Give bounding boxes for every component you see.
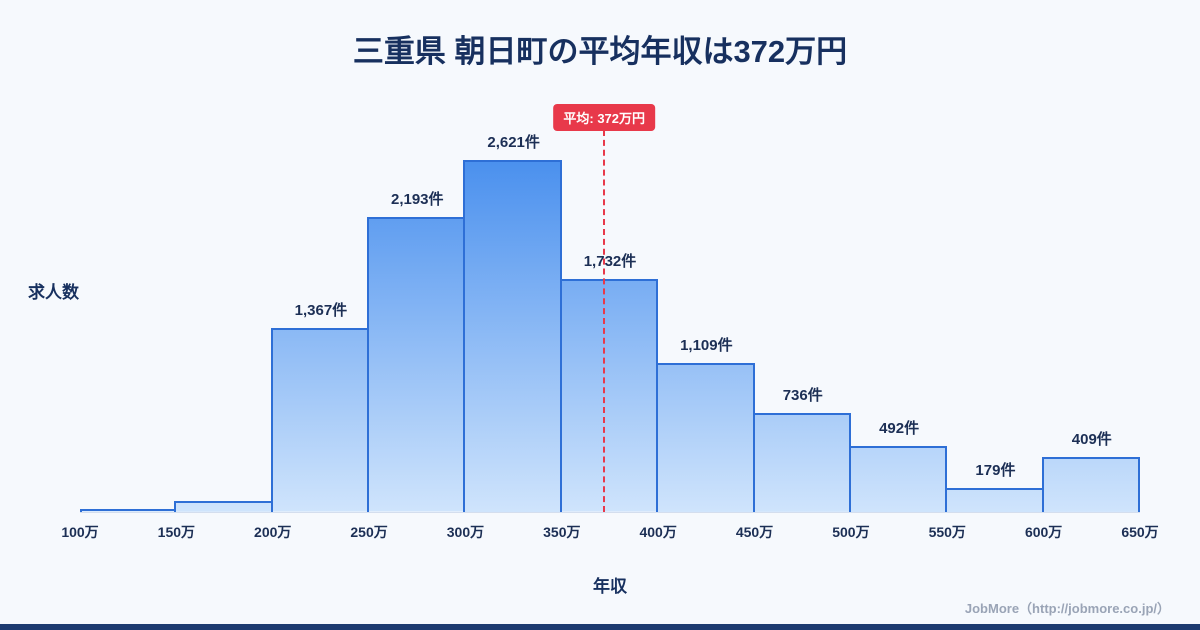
x-tick-label: 450万 [735,524,774,540]
x-tick-label: 600万 [1024,524,1063,540]
bar-value-label: 492件 [879,419,920,437]
bar-value-label: 1,367件 [294,302,348,320]
x-tick-label: 500万 [832,524,870,540]
histogram-bar [174,501,273,512]
bar-value-label: 736件 [782,387,823,405]
y-axis-label: 求人数 [28,283,79,302]
histogram-bar [656,363,755,512]
bottom-accent-bar [0,624,1200,630]
chart-title: 三重県 朝日町の平均年収は372万円 [352,34,848,69]
bar-value-label: 409件 [1071,431,1112,449]
x-tick-label: 150万 [157,524,196,540]
histogram-bar [80,509,177,512]
histogram-bar [945,487,1044,512]
bar-value-label: 1,732件 [583,253,637,271]
bar-value-label: 2,193件 [390,191,444,209]
x-tick-label: 550万 [928,524,966,540]
histogram-bar [752,413,851,512]
bar-value-label: 1,109件 [680,337,733,355]
x-tick-label: 350万 [543,524,581,540]
histogram-bar [1041,457,1140,512]
x-tick-label: 250万 [350,524,388,540]
bar-value-label: 2,621件 [487,134,540,151]
plot-area: 1,367件 2,193件 2,621件 1,732件 1,109件 736件 492件 17… [61,100,1159,540]
histogram-bar [848,445,948,512]
footer-credit: JobMore（http://jobmore.co.jp/） [964,601,1170,616]
x-tick-label: 200万 [254,524,292,540]
histogram-bar [367,217,466,512]
average-badge: 平均: 372万円 [553,104,656,131]
x-tick-label: 400万 [639,524,677,540]
x-tick-label: 300万 [446,524,485,540]
x-axis-label: 年収 [593,577,627,596]
x-tick-label: 650万 [1121,524,1159,540]
average-line [603,130,606,512]
x-tick-label: 100万 [61,524,99,540]
histogram-bar [463,160,562,512]
histogram-bar [559,279,659,512]
histogram-bar [270,328,370,512]
bar-value-label: 179件 [975,461,1016,479]
